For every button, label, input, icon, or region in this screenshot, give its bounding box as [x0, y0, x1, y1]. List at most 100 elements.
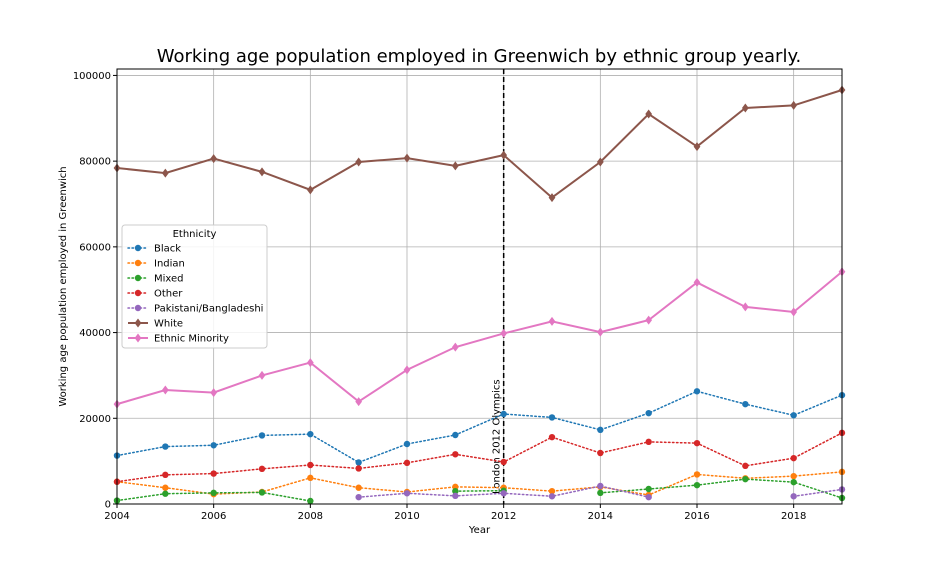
data-point: [500, 150, 508, 160]
data-point: [645, 485, 652, 493]
legend-swatch-marker: [134, 333, 142, 343]
x-tick-label: 2006: [201, 511, 226, 522]
data-point: [451, 161, 459, 171]
data-point: [790, 412, 797, 419]
data-point: [258, 370, 266, 380]
data-point: [790, 478, 797, 486]
legend: Ethnicity Black Indian Mixed Other Pakistani/…: [121, 224, 268, 349]
legend-item-pakistani-bangladeshi: Pakistani/Bangladeshi: [127, 304, 263, 315]
data-point: [452, 431, 459, 439]
x-tick-label: 2010: [394, 511, 419, 522]
data-point: [596, 157, 604, 167]
data-point: [210, 442, 217, 449]
data-point: [355, 493, 362, 501]
data-point: [597, 449, 604, 457]
legend-title: Ethnicity: [173, 229, 217, 240]
data-point: [307, 430, 314, 438]
data-point: [355, 465, 362, 472]
data-point: [307, 461, 314, 469]
data-point: [645, 493, 652, 501]
data-point: [693, 471, 701, 478]
data-point: [597, 426, 604, 434]
legend-swatch-marker: [134, 318, 142, 328]
x-tick-label: 2016: [684, 511, 709, 522]
data-point: [210, 489, 217, 497]
data-point: [548, 316, 556, 326]
y-tick-label: 0: [105, 500, 111, 511]
x-axis-label: Year: [468, 525, 491, 536]
data-point: [162, 471, 169, 479]
x-tick-label: 2012: [491, 511, 516, 522]
data-point: [645, 109, 653, 119]
data-point: [790, 454, 797, 462]
data-point: [258, 167, 266, 177]
data-point: [403, 440, 411, 448]
data-point: [355, 157, 363, 167]
tick-layer: 2004 2006 2008 2010 2012 2014 2016 2018 0 20000 40…: [73, 71, 807, 522]
legend-item-ethnic-minority: Ethnic Minority: [128, 333, 229, 345]
data-point: [645, 315, 653, 325]
data-point: [307, 474, 314, 482]
legend-label: Indian: [154, 259, 185, 270]
y-tick-label: 40000: [79, 328, 111, 339]
data-point: [790, 100, 798, 110]
series-line: [116, 89, 843, 199]
data-point: [742, 462, 749, 470]
legend-label: Other: [154, 289, 183, 300]
data-point: [162, 490, 169, 497]
data-point: [210, 388, 218, 398]
data-point: [548, 433, 556, 441]
series-mixed: [113, 475, 846, 505]
data-point: [210, 470, 217, 477]
data-point: [693, 142, 701, 152]
data-point: [403, 459, 411, 467]
data-point: [403, 153, 411, 163]
data-point: [258, 489, 266, 496]
data-point: [548, 414, 556, 421]
data-point: [452, 451, 459, 458]
legend-box: [121, 224, 268, 349]
series-ethnic-minority: [113, 267, 846, 409]
data-point: [693, 388, 701, 395]
legend-item-mixed: Mixed: [127, 274, 184, 285]
data-point: [790, 307, 798, 317]
annotation-layer: London 2012 Olympics: [492, 69, 505, 504]
data-point: [645, 409, 652, 417]
legend-label: White: [154, 319, 183, 330]
x-tick-label: 2004: [104, 511, 129, 522]
series-line: [792, 488, 843, 498]
data-point: [693, 439, 701, 447]
y-tick-label: 100000: [73, 71, 111, 82]
series-layer: [113, 85, 846, 505]
series-line: [599, 478, 843, 499]
data-point: [161, 168, 169, 178]
legend-label: Ethnic Minority: [154, 334, 229, 345]
data-point: [693, 481, 701, 489]
y-tick-label: 20000: [79, 414, 111, 425]
legend-swatch-marker: [134, 274, 142, 282]
data-point: [403, 365, 411, 375]
data-point: [258, 432, 266, 439]
data-point: [451, 342, 459, 352]
data-point: [307, 497, 314, 505]
data-point: [790, 472, 797, 480]
data-point: [500, 410, 507, 418]
legend-swatch-marker: [134, 244, 142, 252]
legend-swatch-marker: [134, 289, 142, 297]
legend-swatch-marker: [134, 259, 142, 267]
data-point: [693, 277, 701, 287]
series-line: [116, 390, 843, 464]
data-point: [741, 103, 749, 113]
data-point: [355, 484, 362, 491]
data-point: [597, 482, 604, 490]
series-pakistani-bangladeshi: [355, 482, 846, 501]
data-point: [597, 489, 604, 497]
series-black: [113, 388, 846, 466]
data-point: [162, 443, 169, 450]
legend-label: Mixed: [154, 274, 184, 285]
data-point: [790, 493, 797, 500]
legend-item-other: Other: [127, 289, 183, 300]
data-point: [306, 185, 314, 195]
data-point: [452, 487, 459, 495]
data-point: [742, 400, 749, 408]
